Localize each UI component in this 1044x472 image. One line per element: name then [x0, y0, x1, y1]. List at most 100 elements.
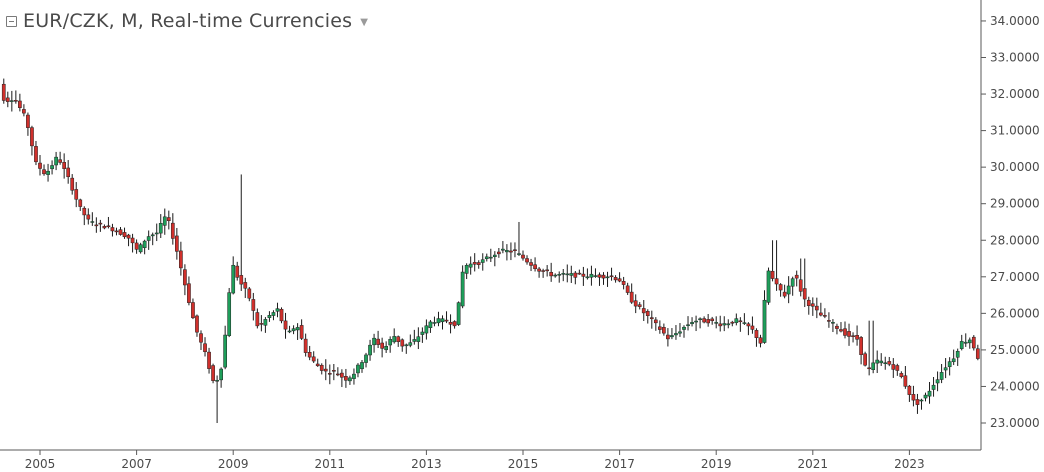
candle-down	[738, 320, 743, 323]
price-tick-label: 27.0000	[990, 270, 1040, 284]
candle-down	[778, 284, 783, 291]
candle-down	[122, 232, 127, 238]
time-axis[interactable]: 2005 2007 2009 2011 2013 2015 2017 2019 2021 2023	[25, 450, 925, 471]
candle-down	[782, 291, 787, 297]
time-tick-label: 2021	[798, 457, 829, 471]
candle-up	[561, 273, 566, 275]
candle-down	[633, 300, 638, 307]
candle-up	[412, 339, 417, 342]
candle-up	[138, 244, 143, 253]
candle-up	[831, 322, 835, 324]
candle-up	[553, 274, 558, 277]
candle-down	[814, 305, 819, 311]
candle-up	[54, 156, 58, 166]
candle-up	[593, 275, 598, 277]
candle-down	[5, 97, 10, 102]
candle-up	[150, 234, 155, 237]
time-tick-label: 2017	[604, 457, 635, 471]
candle-down	[235, 265, 240, 278]
candle-down	[617, 278, 622, 282]
candle-down	[448, 322, 453, 325]
candle-down	[106, 225, 111, 228]
candle-down	[497, 251, 501, 255]
candle-down	[770, 270, 775, 279]
candle-down	[336, 373, 340, 376]
candle-down	[609, 275, 614, 278]
candle-up	[9, 100, 14, 102]
candle-up	[967, 339, 972, 344]
price-tick-label: 29.0000	[990, 197, 1040, 211]
candle-down	[653, 319, 658, 324]
candle-up	[432, 322, 437, 324]
candle-down	[110, 227, 115, 232]
candle-down	[376, 338, 380, 345]
candle-up	[227, 292, 232, 336]
candle-up	[935, 379, 940, 384]
price-tick-label: 30.0000	[990, 160, 1040, 174]
candle-down	[243, 282, 248, 289]
candle-down	[170, 222, 175, 239]
collapse-box-icon[interactable]	[6, 15, 17, 27]
candle-up	[919, 399, 924, 402]
candle-up	[263, 319, 268, 326]
candle-up	[456, 302, 461, 325]
price-axis[interactable]: 34.0000 33.0000 32.0000 31.0000 30.0000 29.00…	[981, 14, 1040, 430]
candle-down	[855, 335, 859, 340]
candle-down	[911, 394, 916, 401]
candle-down	[513, 249, 517, 251]
candle-down	[444, 319, 449, 322]
candle-down	[706, 319, 710, 324]
candle-up	[670, 335, 674, 338]
candle-down	[718, 323, 723, 327]
caret-down-icon[interactable]: ▼	[360, 16, 368, 28]
price-tick-label: 33.0000	[990, 51, 1040, 65]
candle-down	[645, 310, 650, 317]
candle-down	[70, 177, 75, 191]
candle-down	[851, 335, 855, 337]
candle-down	[114, 230, 119, 233]
candle-up	[392, 336, 397, 343]
candle-down	[971, 336, 976, 349]
candle-up	[267, 315, 272, 318]
time-tick-label: 2019	[701, 457, 732, 471]
candle-down	[251, 299, 256, 311]
candle-up	[404, 344, 409, 347]
candle-down	[319, 364, 324, 371]
candle-down	[327, 373, 332, 375]
candle-up	[766, 270, 771, 303]
candle-up	[416, 336, 421, 342]
candle-down	[625, 285, 630, 293]
price-tick-label: 28.0000	[990, 233, 1040, 247]
candle-up	[947, 361, 952, 368]
candle-down	[58, 159, 62, 163]
candle-up	[690, 322, 694, 325]
symbol-title[interactable]: EUR/CZK, M, Real-time Currencies	[23, 10, 353, 32]
candle-up	[460, 271, 465, 307]
candle-down	[340, 372, 344, 378]
candle-down	[22, 109, 26, 114]
candle-down	[191, 302, 195, 319]
candle-down	[509, 250, 513, 253]
candle-down	[315, 363, 320, 367]
candle-down	[758, 337, 763, 344]
candle-down	[859, 337, 863, 355]
candle-up	[734, 318, 739, 323]
candle-down	[211, 365, 215, 381]
candle-down	[396, 336, 401, 342]
time-tick-label: 2013	[411, 457, 442, 471]
candle-up	[943, 367, 948, 371]
candle-up	[569, 273, 574, 276]
candle-up	[931, 384, 936, 390]
candle-down	[895, 365, 900, 371]
candle-down	[702, 318, 706, 323]
candle-up	[291, 328, 296, 332]
candle-up	[879, 360, 884, 364]
price-tick-label: 25.0000	[990, 343, 1040, 357]
candle-up	[348, 377, 352, 382]
candle-down	[134, 242, 139, 250]
candle-up	[959, 341, 964, 349]
candle-down	[662, 327, 666, 334]
candle-up	[352, 373, 356, 379]
price-tick-label: 32.0000	[990, 87, 1040, 101]
